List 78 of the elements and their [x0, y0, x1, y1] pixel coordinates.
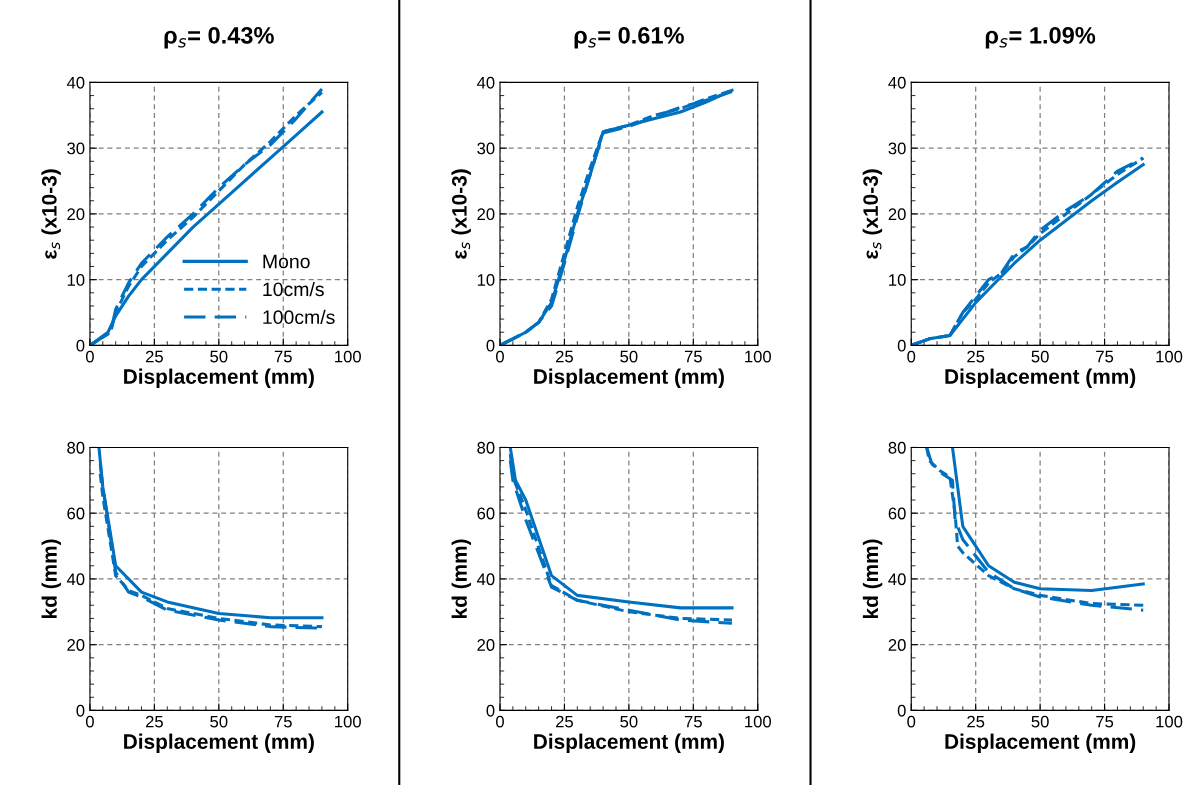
- x-tick-label: 50: [210, 350, 228, 363]
- x-tick-label: 0: [907, 715, 916, 728]
- y-tick-label: 40: [888, 573, 906, 586]
- x-tick-label: 50: [1031, 350, 1049, 363]
- x-axis-title: Displacement (mm): [945, 368, 1136, 388]
- y-axis-title: kd (mm): [41, 539, 61, 618]
- y-tick-label: 60: [888, 507, 906, 520]
- y-tick-label: 60: [477, 507, 495, 520]
- y-tick-label: 0: [897, 339, 906, 352]
- x-tick-label: 100: [1156, 715, 1183, 728]
- x-tick-label: 0: [496, 715, 504, 728]
- x-tick-label: 25: [145, 350, 163, 363]
- x-tick-label: 0: [85, 350, 94, 363]
- x-axis-title: Displacement (mm): [534, 733, 724, 754]
- y-axis-title: ε$_{s}$ (x10-3): [41, 169, 61, 259]
- x-axis-title: Displacement (mm): [124, 368, 314, 388]
- y-tick-label: 10: [67, 274, 85, 286]
- x-tick-label: 75: [1096, 350, 1114, 363]
- x-tick-label: 75: [274, 715, 292, 728]
- x-tick-label: 100: [1156, 350, 1183, 363]
- x-tick-label: 25: [556, 715, 573, 728]
- x-axis-title: Displacement (mm): [124, 733, 314, 754]
- y-tick-label: 60: [67, 507, 85, 520]
- x-tick-label: 75: [684, 715, 702, 728]
- legend-label: 100cm/s: [263, 309, 335, 325]
- x-tick-label: 25: [556, 350, 573, 363]
- x-axis-title: Displacement (mm): [945, 733, 1136, 754]
- y-tick-label: 20: [477, 639, 495, 651]
- y-tick-label: 20: [67, 639, 85, 651]
- y-tick-label: 0: [486, 704, 495, 717]
- y-tick-label: 40: [476, 573, 495, 586]
- y-tick-label: 0: [76, 339, 85, 352]
- y-tick-label: 0: [486, 339, 495, 352]
- x-tick-label: 25: [967, 715, 985, 728]
- y-axis-title: ε$_{s}$ (x10-3): [862, 169, 883, 259]
- y-tick-label: 20: [67, 208, 85, 221]
- x-tick-label: 100: [335, 715, 361, 728]
- y-axis-title: kd (mm): [862, 539, 883, 618]
- y-tick-label: 40: [888, 76, 906, 89]
- x-tick-label: 0: [907, 350, 916, 363]
- y-tick-label: 20: [477, 208, 495, 221]
- y-tick-label: 0: [897, 704, 906, 717]
- y-tick-label: 10: [889, 274, 906, 286]
- x-tick-label: 100: [335, 350, 361, 363]
- y-tick-label: 0: [76, 704, 85, 717]
- x-tick-label: 75: [1096, 715, 1114, 728]
- x-axis-title: Displacement (mm): [534, 368, 724, 388]
- y-tick-label: 80: [888, 441, 906, 454]
- y-tick-label: 40: [66, 76, 85, 89]
- y-tick-label: 80: [67, 441, 85, 454]
- x-tick-label: 100: [745, 350, 772, 363]
- y-tick-label: 80: [477, 441, 495, 454]
- chart-title: ρ$_{s}$= 0.43%: [164, 27, 274, 49]
- y-tick-label: 40: [476, 76, 495, 89]
- chart-title: ρ$_{s}$= 1.09%: [985, 27, 1096, 49]
- y-tick-label: 30: [477, 142, 495, 155]
- y-axis-title: ε$_{s}$ (x10-3): [451, 169, 471, 259]
- x-tick-label: 0: [85, 715, 94, 728]
- y-tick-label: 10: [477, 274, 495, 286]
- x-tick-label: 25: [967, 350, 985, 363]
- chart-title: ρ$_{s}$= 0.61%: [574, 27, 684, 49]
- x-tick-label: 50: [620, 715, 638, 728]
- x-tick-label: 75: [274, 350, 292, 363]
- x-tick-label: 50: [620, 350, 638, 363]
- x-tick-label: 100: [745, 715, 772, 728]
- y-axis-title: kd (mm): [451, 539, 472, 618]
- x-tick-label: 50: [1031, 715, 1049, 728]
- y-tick-label: 20: [888, 208, 906, 221]
- x-tick-label: 50: [210, 715, 228, 728]
- y-tick-label: 30: [888, 142, 906, 155]
- y-tick-label: 30: [67, 142, 85, 155]
- y-tick-label: 40: [66, 573, 85, 586]
- y-tick-label: 20: [888, 639, 906, 651]
- legend-label: Mono: [263, 254, 310, 269]
- x-tick-label: 25: [145, 715, 163, 728]
- x-tick-label: 0: [496, 350, 504, 363]
- x-tick-label: 75: [684, 350, 702, 363]
- legend-label: 10cm/s: [263, 281, 324, 297]
